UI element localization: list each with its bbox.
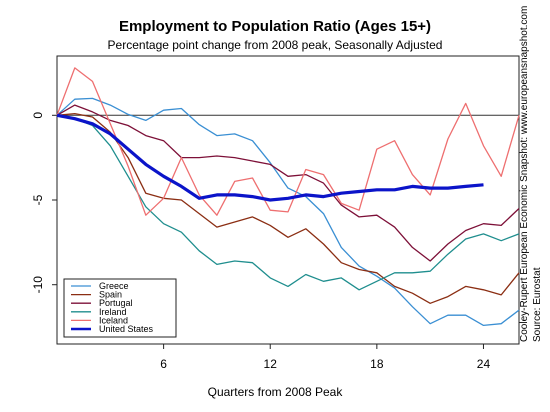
credit-text: Cooley-Rupert European Economic Snapshot… <box>519 5 530 342</box>
x-tick-label: 18 <box>370 357 384 371</box>
x-axis-label: Quarters from 2008 Peak <box>207 385 343 399</box>
x-tick-label: 24 <box>477 357 491 371</box>
y-tick-label: 0 <box>31 112 45 119</box>
legend-label-iceland: Iceland <box>99 315 128 325</box>
series-line-iceland <box>56 67 520 216</box>
legend: GreeceSpainPortugalIrelandIcelandUnited … <box>63 278 177 338</box>
chart-subtitle: Percentage point change from 2008 peak, … <box>107 38 443 52</box>
source-note: Cooley-Rupert European Economic Snapshot… <box>519 6 547 344</box>
legend-label-united-states: United States <box>99 324 154 334</box>
legend-label-spain: Spain <box>99 290 122 300</box>
x-tick-label: 12 <box>264 357 278 371</box>
chart-title: Employment to Population Ratio (Ages 15+… <box>118 18 432 35</box>
series-line-greece <box>56 97 520 327</box>
series-line-portugal <box>56 104 520 262</box>
y-tick-label: -5 <box>31 194 45 205</box>
series-line-united-states <box>56 113 484 202</box>
legend-label-ireland: Ireland <box>99 307 127 317</box>
y-tick-label: -10 <box>31 276 45 294</box>
series-line-ireland <box>56 114 520 291</box>
legend-label-greece: Greece <box>99 281 129 291</box>
series-line-spain <box>56 112 520 304</box>
x-tick-label: 6 <box>160 357 167 371</box>
source-text: Source: Eurostat <box>532 267 543 342</box>
legend-label-portugal: Portugal <box>99 298 133 308</box>
legend-box <box>63 278 177 338</box>
